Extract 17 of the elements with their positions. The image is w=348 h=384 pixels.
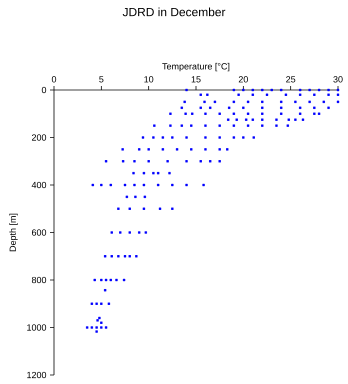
x-tick-label: 25 xyxy=(286,76,296,82)
y-tick-label: 800 xyxy=(32,276,46,284)
x-tick-label: 15 xyxy=(192,76,201,82)
y-axis-title: Depth [m] xyxy=(9,214,18,252)
x-tick-label: 20 xyxy=(238,76,248,82)
chart-title: JDRD in December xyxy=(122,8,226,16)
x-axis-title: Temperature [°C] xyxy=(162,62,230,72)
x-tick-label: 5 xyxy=(99,76,104,82)
y-tick-label: 0 xyxy=(42,86,46,94)
x-tick-label: 0 xyxy=(52,76,56,82)
y-tick-label: 600 xyxy=(32,229,46,236)
y-tick-label: 1200 xyxy=(27,372,46,378)
y-tick-label: 400 xyxy=(32,182,46,188)
x-tick-label: 30 xyxy=(333,76,343,82)
y-tick-label: 1000 xyxy=(27,324,46,331)
y-tick-label: 200 xyxy=(32,134,46,141)
x-tick-label: 10 xyxy=(144,76,154,82)
